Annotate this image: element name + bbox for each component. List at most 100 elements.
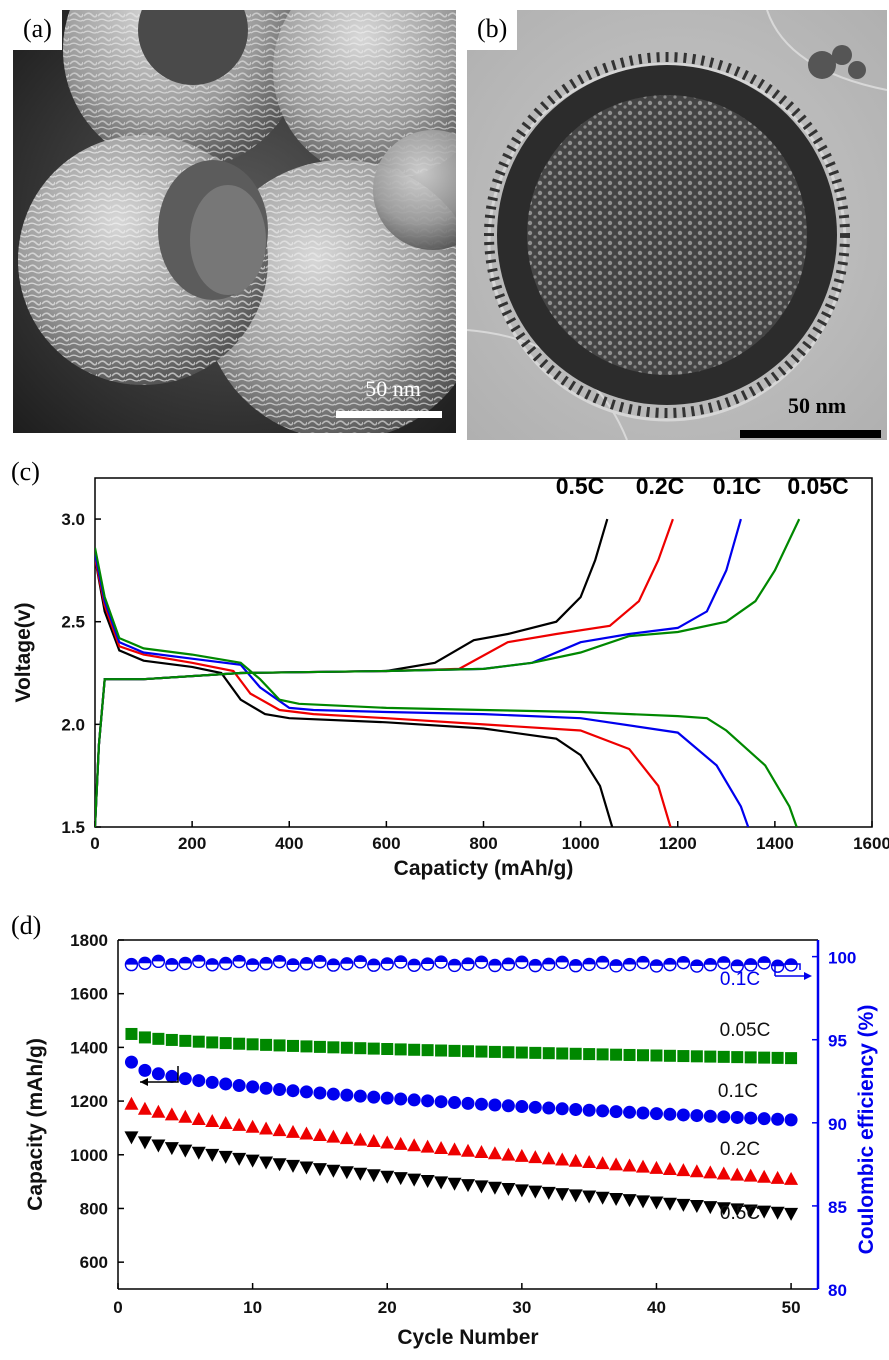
data-point-half-circle-fill <box>502 958 515 965</box>
data-point-circle <box>165 1069 179 1083</box>
x-tick-label: 600 <box>372 834 400 853</box>
y-tick-label: 1400 <box>70 1038 108 1057</box>
scale-bar-b <box>740 430 881 438</box>
tem-image: (b) 50 nm <box>467 10 887 440</box>
data-point-half-circle-fill <box>663 958 676 965</box>
data-point-triangle-up <box>353 1132 368 1146</box>
data-point-triangle-down <box>434 1176 449 1190</box>
data-point-triangle-up <box>339 1131 354 1145</box>
data-point-triangle-down <box>339 1166 354 1180</box>
data-point-triangle-down <box>420 1174 435 1188</box>
data-point-triangle-up <box>716 1166 731 1180</box>
data-point-circle <box>744 1111 758 1125</box>
data-point-half-circle-fill <box>165 958 178 965</box>
data-point-triangle-down <box>703 1201 718 1215</box>
data-point-circle <box>407 1093 421 1107</box>
y-tick-label: 1000 <box>70 1146 108 1165</box>
panel-label-a: (a) <box>13 10 62 50</box>
data-point-triangle-up <box>636 1159 650 1173</box>
data-point-triangle-up <box>380 1135 395 1149</box>
data-point-half-circle-fill <box>610 959 623 966</box>
tem-image-graphic <box>467 10 887 440</box>
data-point-half-circle-fill <box>340 957 353 964</box>
data-point-triangle-up <box>555 1152 570 1166</box>
data-point-triangle-down <box>312 1163 327 1177</box>
data-point-triangle-up <box>487 1146 502 1160</box>
data-point-square <box>529 1046 542 1059</box>
data-point-square <box>744 1051 757 1064</box>
x-tick-label: 1400 <box>756 834 794 853</box>
data-point-triangle-down <box>245 1154 260 1168</box>
data-point-square <box>650 1049 663 1062</box>
data-point-circle <box>340 1088 354 1102</box>
y-axis-title: Capacity (mAh/g) <box>24 1038 47 1211</box>
data-point-circle <box>326 1087 340 1101</box>
data-point-triangle-down <box>568 1189 583 1203</box>
data-point-triangle-down <box>474 1180 489 1194</box>
data-point-triangle-down <box>595 1191 610 1205</box>
y2-tick-label: 80 <box>828 1281 847 1300</box>
data-point-circle <box>380 1091 394 1105</box>
series-line-0.05C-discharge <box>95 547 798 827</box>
y2-tick-label: 90 <box>828 1115 847 1134</box>
data-point-square <box>677 1050 690 1063</box>
y-tick-label: 1600 <box>70 985 108 1004</box>
data-point-circle <box>178 1072 192 1086</box>
data-point-triangle-up <box>420 1139 435 1153</box>
data-point-circle <box>676 1108 690 1122</box>
data-point-circle <box>124 1055 138 1069</box>
y-tick-label: 1800 <box>70 931 108 950</box>
panel-label-c: (c) <box>11 457 40 486</box>
data-point-triangle-down <box>366 1169 381 1183</box>
data-point-triangle-down <box>662 1197 677 1211</box>
data-point-triangle-up <box>757 1169 772 1183</box>
data-point-circle <box>501 1099 515 1113</box>
data-point-triangle-down <box>784 1207 799 1221</box>
data-point-triangle-down <box>770 1206 785 1220</box>
data-point-square <box>435 1044 448 1057</box>
data-point-half-circle-fill <box>313 955 326 962</box>
data-point-triangle-up <box>447 1142 462 1156</box>
data-point-half-circle-fill <box>246 958 259 965</box>
data-point-circle <box>703 1109 717 1123</box>
data-point-square <box>475 1045 488 1058</box>
data-point-triangle-up <box>770 1170 785 1184</box>
data-point-circle <box>299 1085 313 1099</box>
y2-tick-label: 95 <box>828 1032 847 1051</box>
data-point-triangle-down <box>730 1203 745 1217</box>
data-point-square <box>569 1047 582 1060</box>
data-point-half-circle-fill <box>152 955 165 962</box>
series-label-ce-0.1C: 0.1C <box>720 969 760 990</box>
data-point-circle <box>649 1107 663 1121</box>
data-point-half-circle-fill <box>327 959 340 966</box>
data-point-triangle-down <box>407 1173 422 1187</box>
x-tick-label: 30 <box>512 1298 531 1317</box>
data-point-square <box>313 1040 326 1053</box>
x-tick-label: 20 <box>378 1298 397 1317</box>
data-point-triangle-down <box>622 1194 637 1208</box>
data-point-circle <box>448 1096 462 1110</box>
data-point-circle <box>421 1094 435 1108</box>
data-point-triangle-down <box>353 1167 368 1181</box>
data-point-circle <box>286 1084 300 1098</box>
data-point-square <box>354 1042 367 1055</box>
data-point-half-circle-fill <box>125 958 138 965</box>
data-point-half-circle-fill <box>260 957 273 964</box>
data-point-triangle-up <box>649 1160 664 1174</box>
data-point-half-circle-fill <box>219 957 232 964</box>
series-label-0.1C: 0.1C <box>718 1081 758 1102</box>
data-point-half-circle-fill <box>744 958 757 965</box>
data-point-triangle-up <box>299 1126 314 1140</box>
data-point-half-circle-fill <box>704 958 717 965</box>
data-point-triangle-up <box>178 1109 193 1123</box>
data-point-triangle-up <box>743 1168 758 1182</box>
data-point-circle <box>205 1075 219 1089</box>
data-point-triangle-up <box>528 1150 543 1164</box>
data-point-triangle-down <box>286 1159 300 1173</box>
data-point-circle <box>219 1077 233 1091</box>
data-point-triangle-up <box>595 1156 610 1170</box>
data-point-square <box>394 1043 407 1056</box>
data-point-triangle-up <box>191 1111 206 1125</box>
x-tick-label: 1600 <box>853 834 889 853</box>
data-point-half-circle-fill <box>381 957 394 964</box>
